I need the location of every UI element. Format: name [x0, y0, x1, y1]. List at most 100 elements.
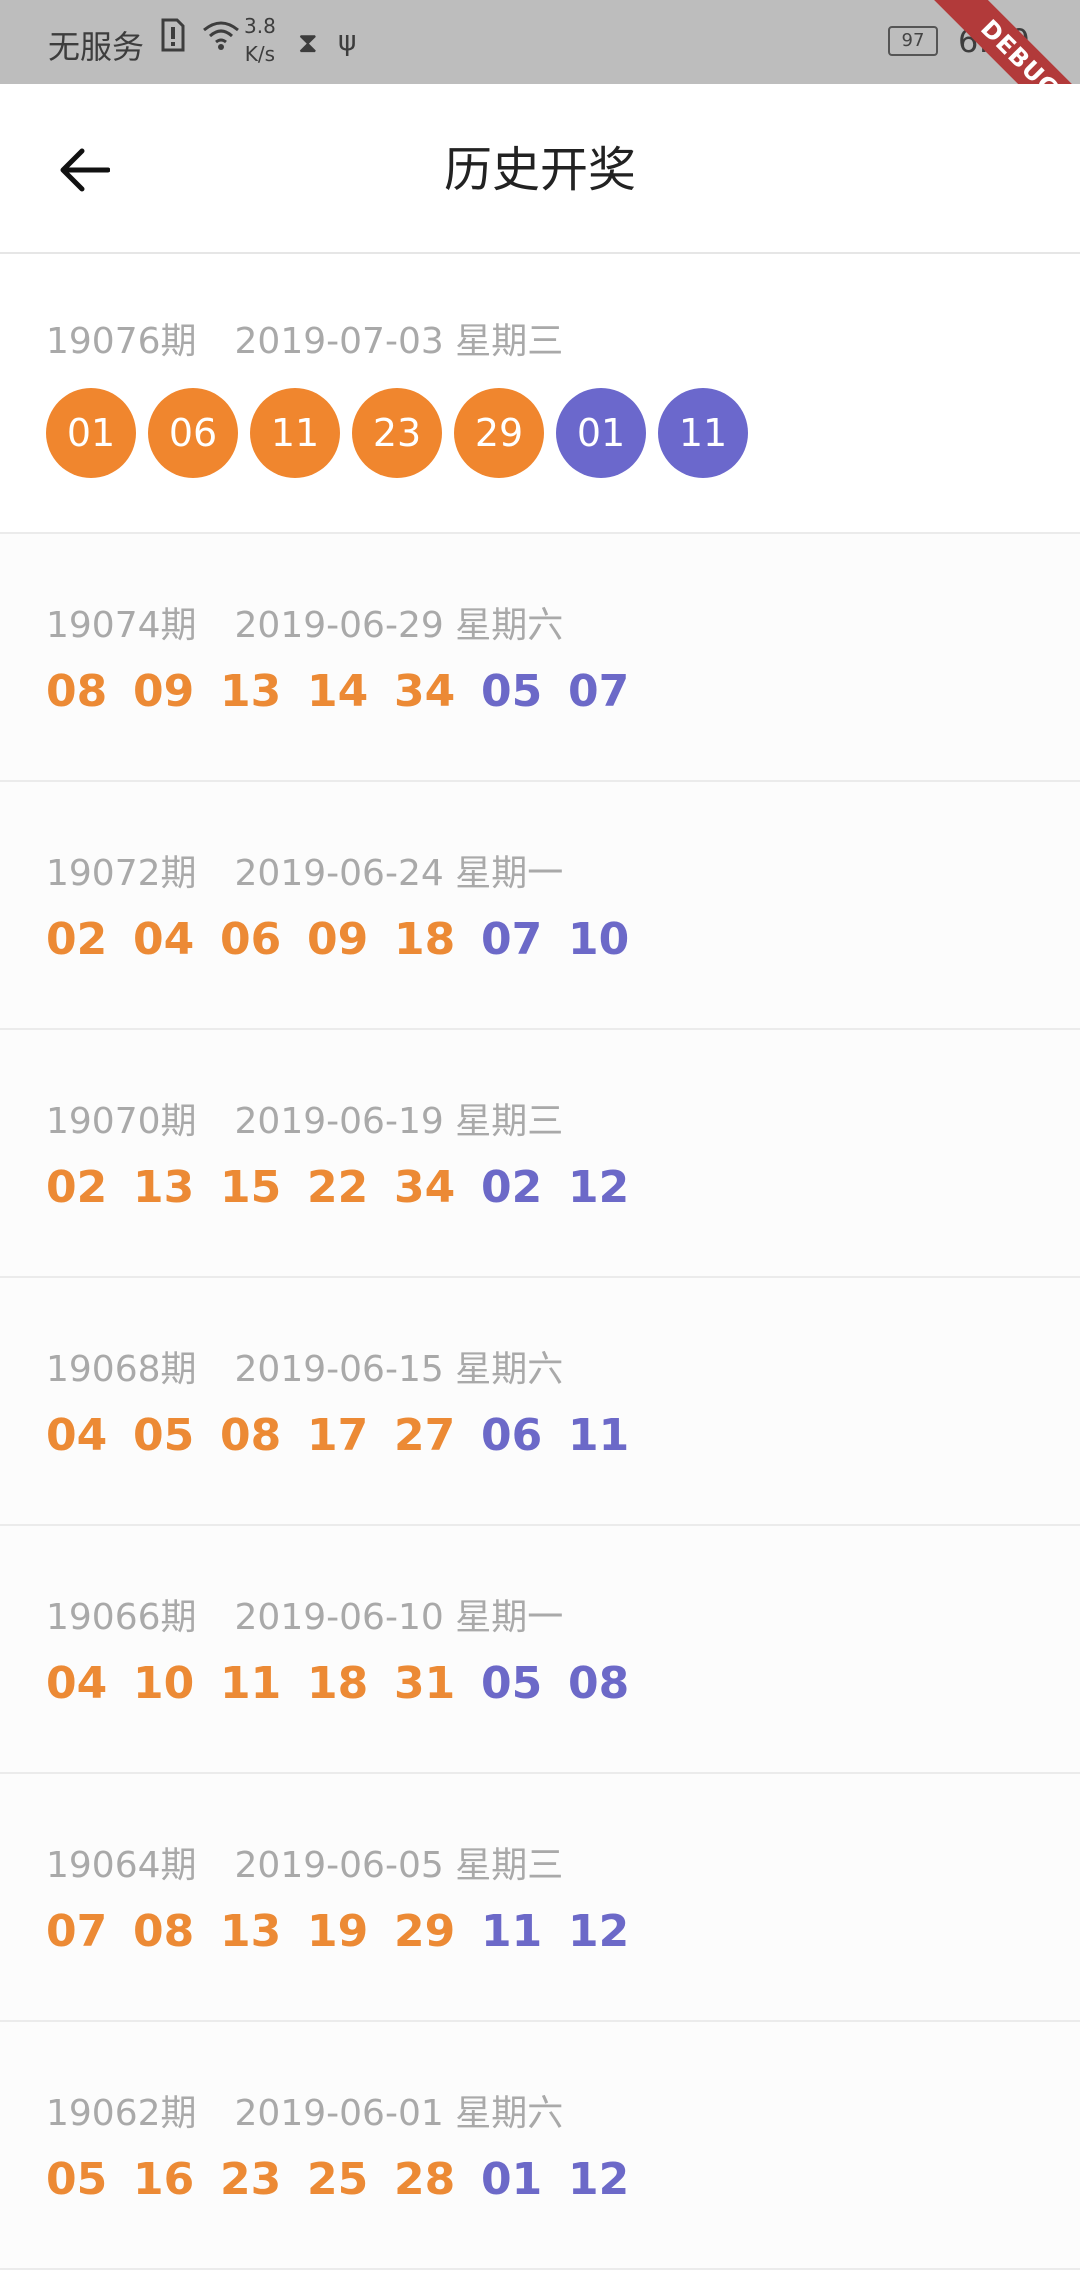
back-button[interactable]: [48, 134, 120, 206]
red-number: 18: [394, 914, 456, 965]
red-number: 23: [220, 2154, 282, 2205]
number-list: 04 05 08 17 27 06 11: [46, 1410, 655, 1461]
draw-meta: 19076期 2019-07-03 星期三: [46, 312, 563, 364]
issue-number: 19062期: [46, 2093, 197, 2134]
draw-date: 2019-06-10 星期一: [234, 1597, 564, 1638]
red-ball: 06: [148, 388, 238, 478]
red-number: 07: [46, 1906, 108, 1957]
red-number: 17: [307, 1410, 369, 1461]
status-icons: [160, 18, 240, 52]
blue-number: 11: [481, 1906, 543, 1957]
red-number: 08: [220, 1410, 282, 1461]
draw-item[interactable]: 19070期 2019-06-19 星期三 02 13 15 22 34 02 1…: [0, 1030, 1080, 1278]
draw-item[interactable]: 19062期 2019-06-01 星期六 05 16 23 25 28 01 1…: [0, 2022, 1080, 2270]
draw-date: 2019-07-03 星期三: [234, 321, 564, 362]
draw-history-list[interactable]: 19076期 2019-07-03 星期三 01 06 11 23 29 01 1…: [0, 254, 1080, 2270]
draw-date: 2019-06-15 星期六: [234, 1349, 564, 1390]
blue-number: 06: [481, 1410, 543, 1461]
number-list: 08 09 13 14 34 05 07: [46, 666, 655, 717]
red-number: 04: [133, 914, 195, 965]
draw-item[interactable]: 19068期 2019-06-15 星期六 04 05 08 17 27 06 1…: [0, 1278, 1080, 1526]
blue-number: 01: [481, 2154, 543, 2205]
issue-number: 19066期: [46, 1597, 197, 1638]
red-number: 13: [133, 1162, 195, 1213]
red-number: 08: [46, 666, 108, 717]
red-number: 11: [220, 1658, 282, 1709]
red-number: 10: [133, 1658, 195, 1709]
number-list: 05 16 23 25 28 01 12: [46, 2154, 655, 2205]
blue-number: 10: [568, 914, 630, 965]
red-number: 29: [394, 1906, 456, 1957]
net-speed-value: 3.8: [244, 14, 276, 38]
red-number: 08: [133, 1906, 195, 1957]
red-number: 14: [307, 666, 369, 717]
red-number: 06: [220, 914, 282, 965]
arrow-back-icon: [60, 148, 110, 192]
carrier-text: 无服务: [48, 28, 145, 66]
blue-ball: 11: [658, 388, 748, 478]
red-ball: 29: [454, 388, 544, 478]
draw-meta: 19074期 2019-06-29 星期六: [46, 596, 563, 648]
draw-meta: 19064期 2019-06-05 星期三: [46, 1836, 563, 1888]
draw-meta: 19066期 2019-06-10 星期一: [46, 1588, 563, 1640]
draw-item[interactable]: 19066期 2019-06-10 星期一 04 10 11 18 31 05 0…: [0, 1526, 1080, 1774]
red-number: 04: [46, 1658, 108, 1709]
draw-item[interactable]: 19074期 2019-06-29 星期六 08 09 13 14 34 05 0…: [0, 534, 1080, 782]
issue-number: 19074期: [46, 605, 197, 646]
blue-number: 07: [481, 914, 543, 965]
draw-item[interactable]: 19076期 2019-07-03 星期三 01 06 11 23 29 01 1…: [0, 254, 1080, 534]
app-bar: 历史开奖: [0, 84, 1080, 254]
number-list: 04 10 11 18 31 05 08: [46, 1658, 655, 1709]
net-speed-unit: K/s: [244, 42, 276, 66]
number-list: 02 13 15 22 34 02 12: [46, 1162, 655, 1213]
sim-icon: [161, 18, 185, 52]
draw-date: 2019-06-05 星期三: [234, 1845, 564, 1886]
draw-date: 2019-06-24 星期一: [234, 853, 564, 894]
red-number: 25: [307, 2154, 369, 2205]
page-title: 历史开奖: [443, 142, 636, 198]
blue-number: 12: [568, 1906, 630, 1957]
red-number: 22: [307, 1162, 369, 1213]
issue-number: 19064期: [46, 1845, 197, 1886]
blue-number: 02: [481, 1162, 543, 1213]
red-number: 04: [46, 1410, 108, 1461]
red-number: 05: [46, 2154, 108, 2205]
blue-number: 05: [481, 666, 543, 717]
red-number: 34: [394, 666, 456, 717]
draw-meta: 19068期 2019-06-15 星期六: [46, 1340, 563, 1392]
red-number: 09: [133, 666, 195, 717]
red-number: 16: [133, 2154, 195, 2205]
draw-date: 2019-06-01 星期六: [234, 2093, 564, 2134]
battery-icon: 97: [888, 26, 938, 56]
issue-number: 19070期: [46, 1101, 197, 1142]
blue-number: 07: [568, 666, 630, 717]
battery-level: 97: [901, 30, 925, 51]
red-number: 27: [394, 1410, 456, 1461]
net-speed: 3.8 K/s: [244, 12, 276, 68]
draw-date: 2019-06-29 星期六: [234, 605, 564, 646]
red-number: 31: [394, 1658, 456, 1709]
blue-number: 08: [568, 1658, 630, 1709]
red-number: 13: [220, 1906, 282, 1957]
draw-item[interactable]: 19072期 2019-06-24 星期一 02 04 06 09 18 07 1…: [0, 782, 1080, 1030]
status-bar: 无服务 3.8 K/s ⧗ ψ 97 6:09 DEBUG: [0, 0, 1080, 165]
red-ball: 23: [352, 388, 442, 478]
red-number: 05: [133, 1410, 195, 1461]
hourglass-icon: ⧗: [298, 26, 318, 59]
ball-list: 01 06 11 23 29 01 11: [46, 388, 760, 478]
red-number: 18: [307, 1658, 369, 1709]
number-list: 07 08 13 19 29 11 12: [46, 1906, 655, 1957]
blue-ball: 01: [556, 388, 646, 478]
number-list: 02 04 06 09 18 07 10: [46, 914, 655, 965]
draw-meta: 19072期 2019-06-24 星期一: [46, 844, 563, 896]
red-number: 34: [394, 1162, 456, 1213]
draw-item[interactable]: 19064期 2019-06-05 星期三 07 08 13 19 29 11 1…: [0, 1774, 1080, 2022]
red-number: 02: [46, 1162, 108, 1213]
wifi-icon: [203, 21, 239, 50]
red-ball: 11: [250, 388, 340, 478]
red-number: 15: [220, 1162, 282, 1213]
red-number: 28: [394, 2154, 456, 2205]
red-number: 09: [307, 914, 369, 965]
blue-number: 12: [568, 2154, 630, 2205]
blue-number: 05: [481, 1658, 543, 1709]
